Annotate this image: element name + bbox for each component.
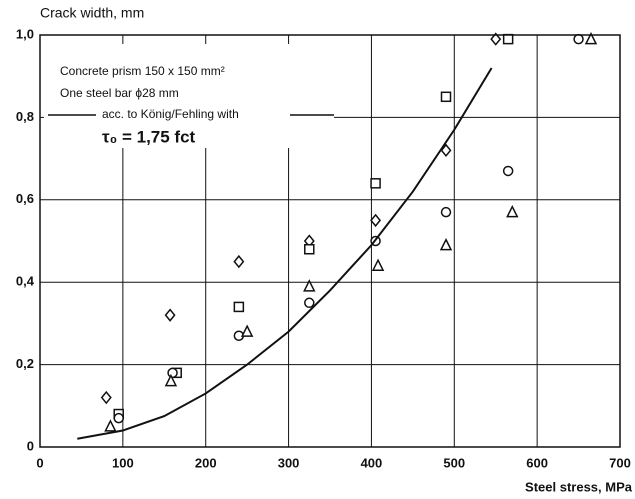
point [490, 32, 502, 46]
point [370, 178, 381, 189]
point [233, 301, 245, 313]
x-tick-label: 700 [609, 455, 631, 470]
y-tick-label: 1,0 [16, 26, 34, 41]
y-tick-label: 0,4 [16, 274, 35, 289]
point [440, 143, 452, 158]
x-tick-label: 300 [278, 455, 300, 470]
point [502, 33, 514, 45]
point [502, 165, 514, 177]
point [303, 279, 316, 292]
y-tick-label: 0,2 [16, 356, 34, 371]
plot-frame [39, 34, 621, 448]
point [113, 412, 124, 424]
x-tick-label: 200 [195, 455, 217, 470]
y-tick-label: 0 [27, 438, 34, 453]
annotation-box [44, 44, 334, 148]
x-tick-label: 0 [36, 455, 43, 470]
x-tick-label: 100 [112, 455, 134, 470]
y-tick-label: 0,6 [16, 191, 34, 206]
point [100, 390, 112, 405]
point [440, 91, 452, 103]
point [371, 258, 385, 271]
y-axis-label: Crack width, mm [40, 5, 144, 21]
x-tick-label: 600 [526, 455, 548, 470]
point [584, 31, 598, 45]
point [304, 297, 315, 309]
y-tick-label: 0,8 [16, 109, 34, 124]
plot [77, 31, 598, 440]
point [104, 419, 117, 432]
annotation: τ₀ = 1,75 fct [102, 127, 196, 146]
point [573, 33, 584, 45]
fit-curve [77, 67, 493, 440]
legend-label: acc. to König/Fehling with [102, 107, 239, 121]
point [304, 243, 315, 255]
point [439, 237, 453, 251]
point [440, 206, 452, 218]
point [167, 367, 178, 379]
x-tick-label: 400 [361, 455, 383, 470]
x-tick-label: 500 [443, 455, 465, 470]
point [370, 213, 382, 228]
point [240, 324, 254, 337]
annotation: Concrete prism 150 x 150 mm² [60, 64, 225, 78]
annotation: One steel bar ϕ28 mm [60, 86, 179, 100]
point [233, 254, 245, 269]
point [164, 373, 178, 387]
x-axis-label: Steel stress, MPa [525, 479, 633, 494]
point [164, 308, 176, 322]
point [506, 204, 519, 218]
